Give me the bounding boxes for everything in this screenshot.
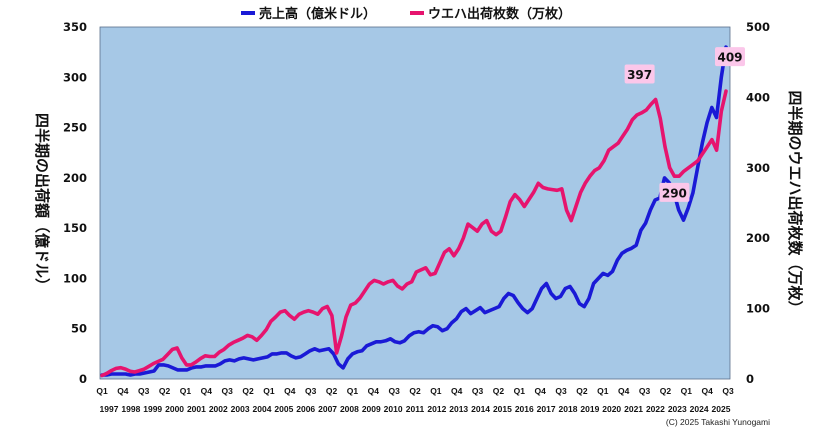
x-quarter-label: Q4: [701, 386, 713, 396]
right-tick-label: 500: [746, 20, 770, 34]
x-year-label: 2000: [165, 404, 184, 414]
annotation-label: 397: [627, 68, 652, 82]
legend-label: ウエハ出荷枚数（万枚）: [428, 6, 571, 22]
x-quarter-label: Q1: [681, 386, 693, 396]
x-year-label: 2024: [690, 404, 709, 414]
annotation-label: 409: [717, 51, 742, 65]
right-y-axis-ticks: 0 100 200 300 400 500: [746, 20, 770, 386]
x-quarter-label: Q4: [368, 386, 380, 396]
x-year-label: 1999: [143, 404, 162, 414]
left-y-axis-ticks: 0 50 100 150 200 250 300 350: [63, 20, 87, 386]
x-quarter-label: Q1: [597, 386, 609, 396]
legend: 売上高（億米ドル） ウエハ出荷枚数（万枚）: [241, 6, 571, 22]
right-tick-label: 100: [746, 302, 770, 316]
left-tick-label: 350: [63, 20, 87, 34]
right-tick-label: 300: [746, 161, 770, 175]
legend-label: 売上高（億米ドル）: [259, 6, 376, 22]
revenue-line: [100, 45, 728, 377]
x-year-label: 2003: [231, 404, 250, 414]
right-tick-label: 0: [746, 372, 754, 386]
x-quarter-label: Q2: [242, 386, 254, 396]
x-year-label: 2002: [209, 404, 228, 414]
x-year-label: 2020: [602, 404, 621, 414]
x-quarter-label: Q4: [201, 386, 213, 396]
x-year-label: 2011: [406, 404, 425, 414]
x-quarter-label: Q3: [388, 386, 400, 396]
x-year-label: 2009: [362, 404, 381, 414]
x-quarter-label: Q4: [117, 386, 129, 396]
x-quarter-label: Q2: [660, 386, 672, 396]
x-quarter-label: Q3: [305, 386, 317, 396]
x-year-label: 2015: [493, 404, 512, 414]
right-tick-label: 400: [746, 90, 770, 104]
wafer-shipments-line: [100, 89, 728, 378]
x-quarter-label: Q2: [326, 386, 338, 396]
x-quarter-label: Q1: [347, 386, 359, 396]
x-quarter-label: Q1: [430, 386, 442, 396]
x-year-label: 2025: [712, 404, 731, 414]
series-lines: [100, 45, 728, 378]
x-quarter-label: Q1: [263, 386, 275, 396]
right-tick-label: 200: [746, 231, 770, 245]
x-year-label: 2005: [274, 404, 293, 414]
left-axis-title: 四半期の出荷額（億ドル）: [33, 113, 51, 293]
x-quarter-label: Q2: [159, 386, 171, 396]
x-axis-ticks: Q1 Q4 Q3 Q2 Q1 Q4 Q3 Q2 Q1 Q4 Q3 Q2 Q1 Q4 Q3 Q2 Q1 Q4 Q3 Q2…: [96, 386, 734, 414]
left-tick-label: 50: [71, 322, 87, 336]
x-year-label: 2019: [580, 404, 599, 414]
x-quarter-label: Q4: [451, 386, 463, 396]
annotation-box: [624, 64, 655, 84]
x-quarter-label: Q3: [222, 386, 234, 396]
x-year-label: 2018: [559, 404, 578, 414]
x-quarter-label: Q3: [138, 386, 150, 396]
x-quarter-label: Q4: [284, 386, 296, 396]
annotation-label: 290: [662, 186, 687, 200]
x-year-label: 2021: [624, 404, 643, 414]
x-year-label: 2008: [340, 404, 359, 414]
x-year-label: 1998: [121, 404, 140, 414]
x-quarter-label: Q4: [618, 386, 630, 396]
left-tick-label: 250: [63, 121, 87, 135]
x-quarter-label: Q3: [472, 386, 484, 396]
x-quarter-label: Q2: [576, 386, 588, 396]
x-quarter-label: Q3: [722, 386, 734, 396]
x-year-label: 2010: [384, 404, 403, 414]
annotations: 397 290 409: [624, 47, 745, 202]
credit-text: (C) 2025 Takashi Yunogami: [666, 417, 770, 427]
x-year-label: 2004: [253, 404, 272, 414]
left-tick-label: 150: [63, 221, 87, 235]
left-tick-label: 0: [79, 372, 87, 386]
x-quarter-label: Q1: [514, 386, 526, 396]
x-year-label: 1997: [100, 404, 119, 414]
annotation-box: [659, 182, 690, 202]
left-tick-label: 200: [63, 171, 87, 185]
x-year-label: 2022: [646, 404, 665, 414]
x-year-label: 2007: [318, 404, 337, 414]
x-quarter-label: Q1: [180, 386, 192, 396]
x-year-label: 2001: [187, 404, 206, 414]
x-year-label: 2023: [668, 404, 687, 414]
x-year-label: 2017: [537, 404, 556, 414]
x-year-label: 2016: [515, 404, 534, 414]
left-tick-label: 300: [63, 70, 87, 84]
plot-area: [99, 26, 731, 380]
right-axis-title: 四半期のウエハ出荷枚数（万枚）: [786, 90, 804, 315]
x-quarter-label: Q4: [535, 386, 547, 396]
x-quarter-label: Q3: [639, 386, 651, 396]
left-tick-label: 100: [63, 271, 87, 285]
x-year-label: 2006: [296, 404, 315, 414]
x-quarter-label: Q1: [96, 386, 108, 396]
x-year-label: 2013: [449, 404, 468, 414]
x-quarter-label: Q2: [409, 386, 421, 396]
x-quarter-label: Q3: [555, 386, 567, 396]
x-year-label: 2014: [471, 404, 490, 414]
x-quarter-label: Q2: [493, 386, 505, 396]
annotation-box: [715, 47, 745, 67]
x-year-label: 2012: [427, 404, 446, 414]
